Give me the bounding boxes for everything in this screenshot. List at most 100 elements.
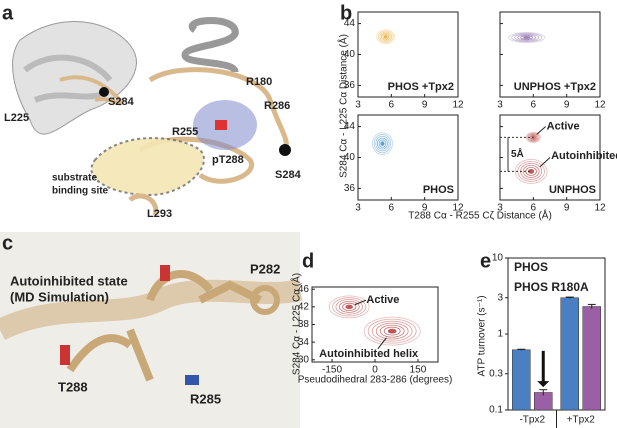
contour-line — [375, 135, 390, 152]
residue-label: L293 — [147, 208, 172, 220]
annotation: binding site — [52, 186, 109, 197]
contour-line — [373, 134, 392, 154]
contour-line — [522, 165, 540, 178]
contour-line — [387, 328, 397, 334]
contour-line — [525, 132, 541, 143]
protein-structure-a — [12, 17, 291, 216]
arrow-head — [537, 381, 550, 388]
y-tick-label: 40 — [344, 49, 356, 60]
contour-line — [345, 304, 353, 310]
x-tick-label: 3 — [355, 203, 361, 214]
bar — [582, 306, 601, 411]
y-tick-label: 10 — [492, 253, 504, 264]
contour-line — [377, 30, 394, 43]
y-axis-label: S284 Cα - L225 Cα (Å) — [290, 273, 303, 375]
x-tick-label: +Tpx2 — [567, 415, 596, 426]
state-title: Autoinhibited state — [10, 273, 128, 288]
x-tick-label: 9 — [422, 203, 428, 214]
x-tick-label: 12 — [452, 100, 464, 111]
residue-label: P282 — [250, 261, 280, 276]
x-tick-label: 9 — [564, 203, 570, 214]
y-tick-label: 34 — [298, 337, 310, 348]
contour-line — [375, 322, 409, 340]
contour-line — [332, 297, 367, 317]
panel-name: UNPHOS +Tpx2 — [514, 81, 596, 93]
contour-line — [363, 316, 421, 346]
contour-line — [335, 299, 363, 315]
x-tick-label: 9 — [422, 100, 428, 111]
residue-label: R180 — [246, 76, 272, 88]
y-tick-label: 42 — [298, 301, 310, 312]
y-tick-label: 38 — [298, 319, 310, 330]
contour-line — [382, 33, 390, 40]
residue-label: R255 — [172, 126, 198, 138]
contour-line — [380, 32, 391, 41]
residue-label: T288 — [58, 379, 88, 394]
contour-line — [508, 32, 546, 43]
x-tick-label: 9 — [564, 100, 570, 111]
legend-entry: PHOS R180A — [514, 280, 589, 294]
contour-line — [379, 324, 405, 338]
x-tick-label: 150 — [410, 365, 427, 376]
y-tick-label: 3 — [497, 292, 503, 303]
panel-letter: c — [2, 232, 13, 254]
contour-line — [378, 139, 387, 148]
panel-letter: e — [480, 250, 491, 272]
x-axis-label: T288 Cα - R255 Cζ Distance (Å) — [408, 209, 552, 222]
contour-line — [514, 33, 540, 42]
legend-entry: PHOS — [514, 260, 548, 274]
bar — [512, 349, 531, 411]
annotation: Autoinhibited — [551, 150, 617, 162]
md-snapshot-c — [0, 232, 303, 428]
x-tick-label: 12 — [594, 203, 606, 214]
residue-label: pT288 — [212, 154, 244, 166]
contour-line — [371, 320, 413, 342]
x-tick-label: -Tpx2 — [519, 415, 545, 426]
x-tick-label: 12 — [594, 100, 606, 111]
x-tick-label: 6 — [389, 100, 395, 111]
residue-label: R286 — [264, 100, 290, 112]
x-tick-label: 0 — [372, 365, 378, 376]
annotation: 5Å — [511, 147, 524, 160]
panel-name: UNPHOS — [549, 184, 596, 196]
residue-label: S284 — [108, 96, 135, 108]
annotation: substrate — [52, 173, 97, 184]
panel-name: PHOS — [423, 184, 454, 196]
bar — [560, 297, 579, 411]
residue-label: S284 — [275, 169, 302, 181]
y-tick-label: 46 — [298, 284, 310, 295]
y-axis-label: S284 Cα - L225 Cα Distance (Å) — [337, 34, 350, 178]
contour-line — [511, 32, 543, 43]
panel-letter: d — [302, 250, 314, 272]
contour-line — [383, 326, 401, 336]
y-tick-label: 30 — [298, 354, 310, 365]
contour-line — [523, 36, 531, 39]
x-tick-label: 12 — [452, 203, 464, 214]
annotation: Autoinhibited helix — [319, 348, 419, 360]
arrow — [536, 126, 546, 135]
contour-line — [527, 132, 540, 142]
state-title: (MD Simulation) — [10, 289, 109, 304]
contour-line — [377, 137, 388, 150]
contour-line — [328, 295, 370, 319]
panel-name: PHOS +Tpx2 — [388, 81, 454, 93]
y-tick-label: 1 — [497, 329, 503, 340]
contour-line — [514, 159, 548, 184]
residue-label: L225 — [4, 112, 29, 124]
y-tick-label: 40 — [344, 152, 356, 163]
y-tick-label: 0.3 — [489, 368, 503, 379]
y-tick-label: 44 — [344, 121, 356, 132]
x-tick-label: 6 — [531, 100, 537, 111]
contour-line — [376, 29, 396, 45]
y-axis-label: ATP turnover (s⁻¹) — [477, 295, 488, 376]
arrow — [539, 157, 551, 168]
x-tick-label: 6 — [531, 203, 537, 214]
x-tick-label: 3 — [497, 203, 503, 214]
contour-line — [338, 300, 360, 313]
annotation: Active — [547, 120, 580, 132]
arrow — [377, 337, 387, 350]
x-axis-label: Pseudodihedral 283-286 (degrees) — [298, 375, 453, 386]
annotation: Active — [366, 294, 399, 306]
y-tick-label: 44 — [344, 18, 356, 29]
contour-line — [367, 318, 417, 344]
